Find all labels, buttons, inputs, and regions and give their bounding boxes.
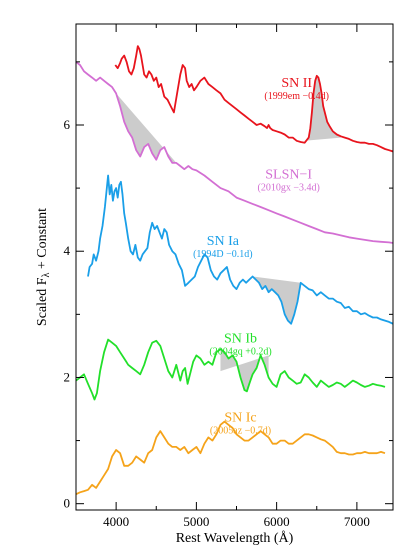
- series-epoch-label: (2004gq +0.2d): [209, 347, 271, 358]
- series-line-3: [76, 338, 386, 401]
- x-axis-title: Rest Wavelength (Å): [176, 530, 294, 546]
- series-epoch-label: (1999em −0.4d): [264, 91, 329, 102]
- series-epoch-label: (2005az −0.7d): [210, 426, 271, 437]
- y-tick-label: 6: [64, 117, 71, 132]
- shaded-region-3: [220, 349, 269, 392]
- shaded-region-2: [252, 276, 301, 324]
- series-line-0: [114, 45, 393, 153]
- y-tick-label: 4: [64, 243, 71, 258]
- y-tick-label: 2: [64, 369, 71, 384]
- series-name-label: SN II: [281, 76, 312, 91]
- plot-frame: [75, 23, 394, 511]
- series-line-2: [87, 174, 393, 325]
- y-axis-title: Scaled Fλ + Constant: [35, 208, 52, 326]
- series-line-4: [76, 420, 386, 496]
- y-axis-title-main: Scaled F: [35, 277, 50, 326]
- series-epoch-label: (2010gx −3.4d): [258, 183, 320, 194]
- x-tick-label: 5000: [183, 514, 209, 529]
- shaded-region-1: [116, 93, 177, 163]
- y-axis-title-subscript: λ: [41, 272, 52, 277]
- series-name-label: SLSN−I: [265, 168, 312, 183]
- axis-ticks: 4000 5000 6000 7000 0 2 4 6: [64, 24, 393, 529]
- series-line-1: [76, 61, 393, 244]
- series-lines: [76, 45, 393, 496]
- x-tick-label: 6000: [264, 514, 290, 529]
- series-epoch-label: (1994D −0.1d): [193, 249, 253, 260]
- x-tick-label: 4000: [103, 514, 129, 529]
- y-tick-label: 0: [64, 496, 71, 511]
- series-labels: SN II(1999em −0.4d) SLSN−I(2010gx −3.4d) S…: [193, 76, 329, 437]
- series-name-label: SN Ic: [224, 411, 256, 426]
- y-axis-title-rest: + Constant: [35, 208, 50, 273]
- x-tick-label: 7000: [344, 514, 370, 529]
- series-name-label: SN Ib: [224, 332, 257, 347]
- series-name-label: SN Ia: [207, 234, 240, 249]
